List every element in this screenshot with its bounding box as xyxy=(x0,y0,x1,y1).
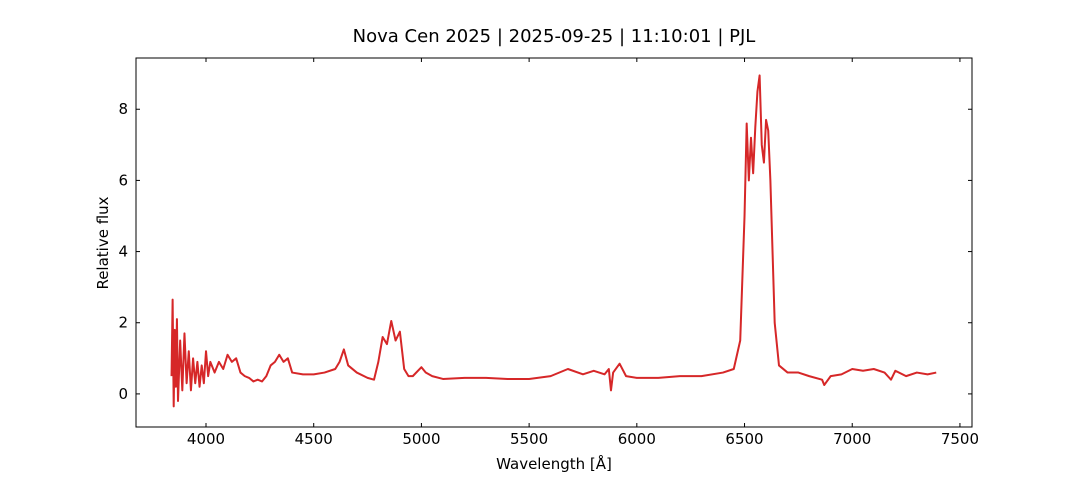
y-tick-label: 0 xyxy=(118,385,128,403)
spectrum-line xyxy=(170,74,937,408)
y-tick-label: 6 xyxy=(118,171,128,189)
chart-title: Nova Cen 2025 | 2025-09-25 | 11:10:01 | … xyxy=(353,26,756,47)
y-tick-label: 8 xyxy=(118,100,128,118)
x-tick-label: 4000 xyxy=(187,430,225,448)
x-axis-label: Wavelength [Å] xyxy=(496,454,612,473)
y-tick-label: 2 xyxy=(118,314,128,332)
plot-frame xyxy=(135,57,973,428)
x-tick-label: 6500 xyxy=(725,430,763,448)
y-tick-label: 4 xyxy=(118,243,128,261)
x-tick-label: 7000 xyxy=(833,430,871,448)
x-tick-label: 6000 xyxy=(618,430,656,448)
y-axis-label: Relative flux xyxy=(94,196,112,289)
x-tick-label: 5500 xyxy=(510,430,548,448)
x-tick-label: 7500 xyxy=(941,430,979,448)
x-tick-label: 4500 xyxy=(295,430,333,448)
x-tick-label: 5000 xyxy=(402,430,440,448)
